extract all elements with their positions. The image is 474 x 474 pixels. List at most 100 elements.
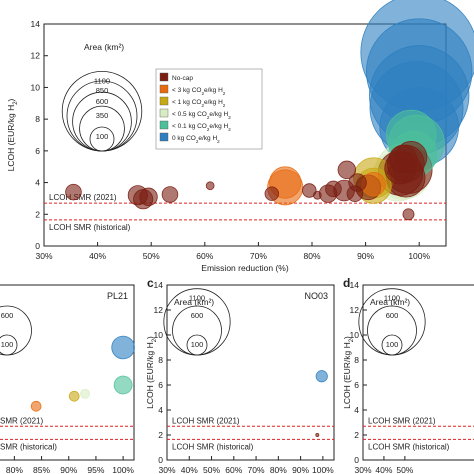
y-tick-label: 4 — [35, 178, 40, 188]
panel-a: 30% 40% 50% 60% 70% 80% 90% 100% 0 2 4 6 8 10 12 14 Emis… — [6, 0, 474, 273]
y-tick-label: 12 — [350, 305, 360, 315]
y-tick-label: 10 — [350, 330, 360, 340]
x-tick-label: 100% — [408, 251, 430, 261]
data-point — [80, 388, 90, 399]
size-legend-value: 600 — [386, 311, 399, 320]
x-tick-label: 100% — [112, 465, 134, 474]
y-tick-label: 8 — [354, 355, 359, 365]
y-tick-label: 6 — [158, 380, 163, 390]
y-tick-label: 6 — [354, 380, 359, 390]
y-axis-label: LCOH (EUR/kg H2) — [342, 336, 355, 409]
panel-title: NO03 — [304, 291, 328, 301]
data-point — [139, 187, 158, 207]
reference-line-label: LCOH SMR (historical) — [368, 442, 450, 451]
y-tick-label: 8 — [35, 114, 40, 124]
y-tick-label: 2 — [35, 209, 40, 219]
plot-frame — [0, 284, 135, 461]
panel-PL21: 75%80%85%90%95%100%Emission reduction (%… — [0, 284, 135, 474]
data-point — [30, 400, 42, 412]
size-legend-value: 850 — [96, 86, 109, 95]
size-legend-value: 600 — [1, 311, 14, 320]
size-legend-title: Area (km²) — [370, 297, 410, 307]
x-tick-label: 70% — [248, 465, 265, 474]
data-point — [264, 186, 280, 201]
reference-line-label: LCOH SMR (historical) — [172, 442, 254, 451]
data-point — [113, 375, 133, 395]
legend-swatch — [159, 108, 169, 118]
data-point — [313, 190, 322, 200]
x-tick-label: 30% — [354, 465, 371, 474]
size-legend-value: 100 — [191, 340, 204, 349]
y-tick-label: 10 — [154, 330, 164, 340]
data-point — [315, 370, 328, 383]
legend-label: 0 kg CO2e/kg H2 — [172, 135, 220, 144]
size-legend-value: 600 — [96, 97, 109, 106]
data-point — [68, 390, 80, 402]
data-point — [337, 160, 357, 180]
x-tick-label: 90% — [357, 251, 374, 261]
x-tick-label: 80% — [6, 465, 23, 474]
data-point — [346, 185, 364, 202]
legend-swatch — [159, 72, 169, 82]
size-legend-value: 100 — [1, 340, 14, 349]
y-tick-label: 2 — [354, 430, 359, 440]
data-point — [205, 181, 215, 191]
size-legend-value: 1100 — [189, 294, 205, 303]
x-tick-label: 80% — [270, 465, 287, 474]
x-tick-label: 100% — [312, 465, 334, 474]
reference-line-label: SMR (2021) — [0, 416, 43, 425]
size-legend-value: 1100 — [384, 294, 400, 303]
x-tick-label: 60% — [196, 251, 213, 261]
data-point — [302, 183, 317, 198]
y-tick-label: 10 — [31, 82, 41, 92]
x-tick-label: 40% — [181, 465, 198, 474]
y-tick-label: 14 — [154, 280, 164, 290]
y-tick-label: 0 — [354, 455, 359, 465]
data-point — [402, 208, 415, 221]
x-tick-label: 40% — [375, 465, 392, 474]
legend-label: < 1 kg CO2e/kg H2 — [172, 99, 226, 108]
reference-line-label: LCOH SMR (2021) — [368, 416, 436, 425]
data-point — [161, 186, 179, 203]
reference-line-label: LCOH SMR (2021) — [49, 193, 117, 202]
y-tick-label: 12 — [154, 305, 164, 315]
size-legend-value: 100 — [386, 340, 399, 349]
x-tick-label: 50% — [396, 465, 413, 474]
y-tick-label: 14 — [31, 19, 41, 29]
panel-d: 30% 40% 50% 0 2 4 6 8 10 12 14 LCOH (EUR/kg H2) d LCO… — [342, 276, 474, 474]
x-tick-label: 30% — [35, 251, 52, 261]
x-tick-label: 50% — [143, 251, 160, 261]
size-legend-value: 350 — [96, 111, 109, 120]
y-tick-label: 8 — [158, 355, 163, 365]
legend-label: < 0.1 kg CO2e/kg H2 — [172, 123, 231, 132]
panel-c: 30%40%50%60%70%80%90%100%02468101214Emis… — [145, 276, 335, 474]
y-tick-label: 14 — [350, 280, 360, 290]
x-tick-label: 40% — [89, 251, 106, 261]
legend-swatch — [159, 96, 169, 106]
size-legend-circle — [0, 334, 18, 356]
x-tick-label: 50% — [203, 465, 220, 474]
size-legend-circle — [186, 334, 208, 356]
y-axis-label: LCOH (EUR/kg H2) — [145, 336, 158, 409]
data-point — [65, 183, 82, 201]
x-tick-label: 90% — [292, 465, 309, 474]
legend-label: < 0.5 kg CO2e/kg H2 — [172, 111, 231, 120]
legend-label: No-cap — [172, 75, 193, 82]
category-legend-box — [155, 68, 263, 150]
reference-line-label: LCOH SMR (historical) — [49, 223, 131, 232]
x-tick-label: 80% — [303, 251, 320, 261]
y-tick-label: 2 — [158, 430, 163, 440]
data-point — [315, 433, 320, 437]
panel-title: PL21 — [107, 291, 128, 301]
data-point — [325, 180, 342, 198]
plot-frame — [166, 284, 335, 461]
size-legend-value: 100 — [96, 132, 109, 141]
legend-swatch — [159, 84, 169, 94]
size-legend-title: Area (km²) — [174, 297, 214, 307]
x-axis-label: Emission reduction (%) — [201, 263, 289, 273]
plot-frame — [362, 284, 474, 461]
x-tick-label: 90% — [60, 465, 77, 474]
y-tick-label: 0 — [35, 241, 40, 251]
size-legend-value: 600 — [191, 311, 204, 320]
y-tick-label: 12 — [31, 51, 41, 61]
